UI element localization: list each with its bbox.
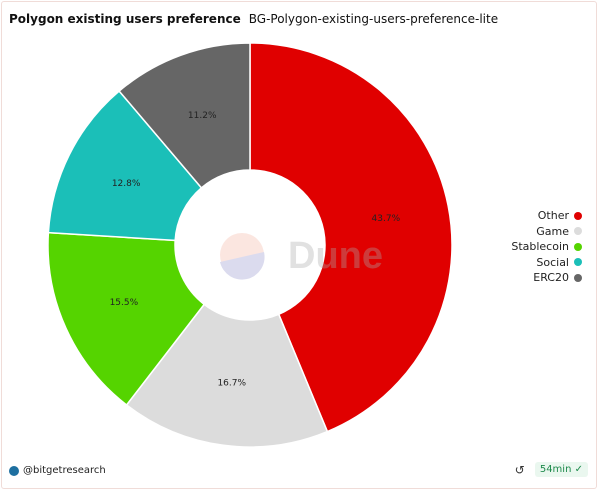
legend-label: Other xyxy=(537,209,569,222)
legend-label: Social xyxy=(536,255,569,269)
query-name[interactable]: BG-Polygon-existing-users-preference-lit… xyxy=(248,12,499,26)
data-label: 43.7% xyxy=(372,214,401,224)
age-badge: 54min ✓ xyxy=(534,462,588,477)
legend-swatch xyxy=(574,227,582,235)
data-label: 16.7% xyxy=(217,378,246,388)
avatar xyxy=(9,465,19,476)
slice-social[interactable] xyxy=(47,90,203,242)
legend: Other Game Stablecoin Social ERC20 xyxy=(511,208,582,286)
legend-item-erc20[interactable]: ERC20 xyxy=(511,270,582,286)
legend-item-social[interactable]: Social xyxy=(511,255,582,271)
legend-swatch xyxy=(574,273,582,282)
legend-swatch xyxy=(574,258,582,266)
legend-item-other[interactable]: Other xyxy=(511,208,582,224)
author-name: @bitgetresearch xyxy=(23,465,106,476)
svg-text:Dune: Dune xyxy=(288,235,383,277)
footer-author[interactable]: @bitgetresearch xyxy=(9,465,106,476)
slice-stablecoin[interactable] xyxy=(47,231,206,406)
legend-swatch xyxy=(574,242,582,251)
slice-other[interactable] xyxy=(249,42,453,433)
data-label: 15.5% xyxy=(110,298,139,308)
legend-swatch xyxy=(574,211,582,220)
legend-item-stablecoin[interactable]: Stablecoin xyxy=(511,239,582,255)
chart-card xyxy=(1,1,597,489)
check-circle-icon: ✓ xyxy=(574,464,583,475)
chart-header: Polygon existing users preference BG-Poly… xyxy=(9,12,498,26)
data-label: 12.8% xyxy=(112,179,141,189)
legend-item-game[interactable]: Game xyxy=(511,224,582,240)
legend-label: ERC20 xyxy=(533,271,569,284)
dune-watermark: Dune xyxy=(220,233,383,280)
slice-erc20[interactable] xyxy=(118,42,251,189)
data-label: 11.2% xyxy=(188,111,217,121)
chart-title: Polygon existing users preference xyxy=(9,12,241,26)
legend-label: Stablecoin xyxy=(511,240,569,253)
refresh-icon[interactable]: ↺ xyxy=(514,462,525,477)
legend-label: Game xyxy=(536,224,569,238)
